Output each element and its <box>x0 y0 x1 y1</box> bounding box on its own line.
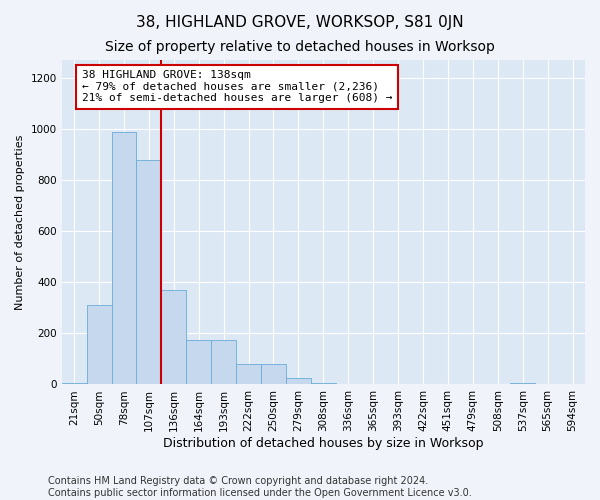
Text: 38, HIGHLAND GROVE, WORKSOP, S81 0JN: 38, HIGHLAND GROVE, WORKSOP, S81 0JN <box>136 15 464 30</box>
Bar <box>236 364 261 384</box>
Bar <box>86 306 112 384</box>
Bar <box>62 383 86 384</box>
Bar <box>161 290 186 384</box>
Text: 38 HIGHLAND GROVE: 138sqm
← 79% of detached houses are smaller (2,236)
21% of se: 38 HIGHLAND GROVE: 138sqm ← 79% of detac… <box>82 70 392 103</box>
Y-axis label: Number of detached properties: Number of detached properties <box>15 134 25 310</box>
Bar <box>510 383 535 384</box>
Text: Contains HM Land Registry data © Crown copyright and database right 2024.
Contai: Contains HM Land Registry data © Crown c… <box>48 476 472 498</box>
Text: Size of property relative to detached houses in Worksop: Size of property relative to detached ho… <box>105 40 495 54</box>
Bar <box>286 378 311 384</box>
Bar <box>211 340 236 384</box>
Bar <box>261 364 286 384</box>
Bar <box>186 340 211 384</box>
Bar <box>136 160 161 384</box>
X-axis label: Distribution of detached houses by size in Worksop: Distribution of detached houses by size … <box>163 437 484 450</box>
Bar <box>112 132 136 384</box>
Bar <box>311 383 336 384</box>
